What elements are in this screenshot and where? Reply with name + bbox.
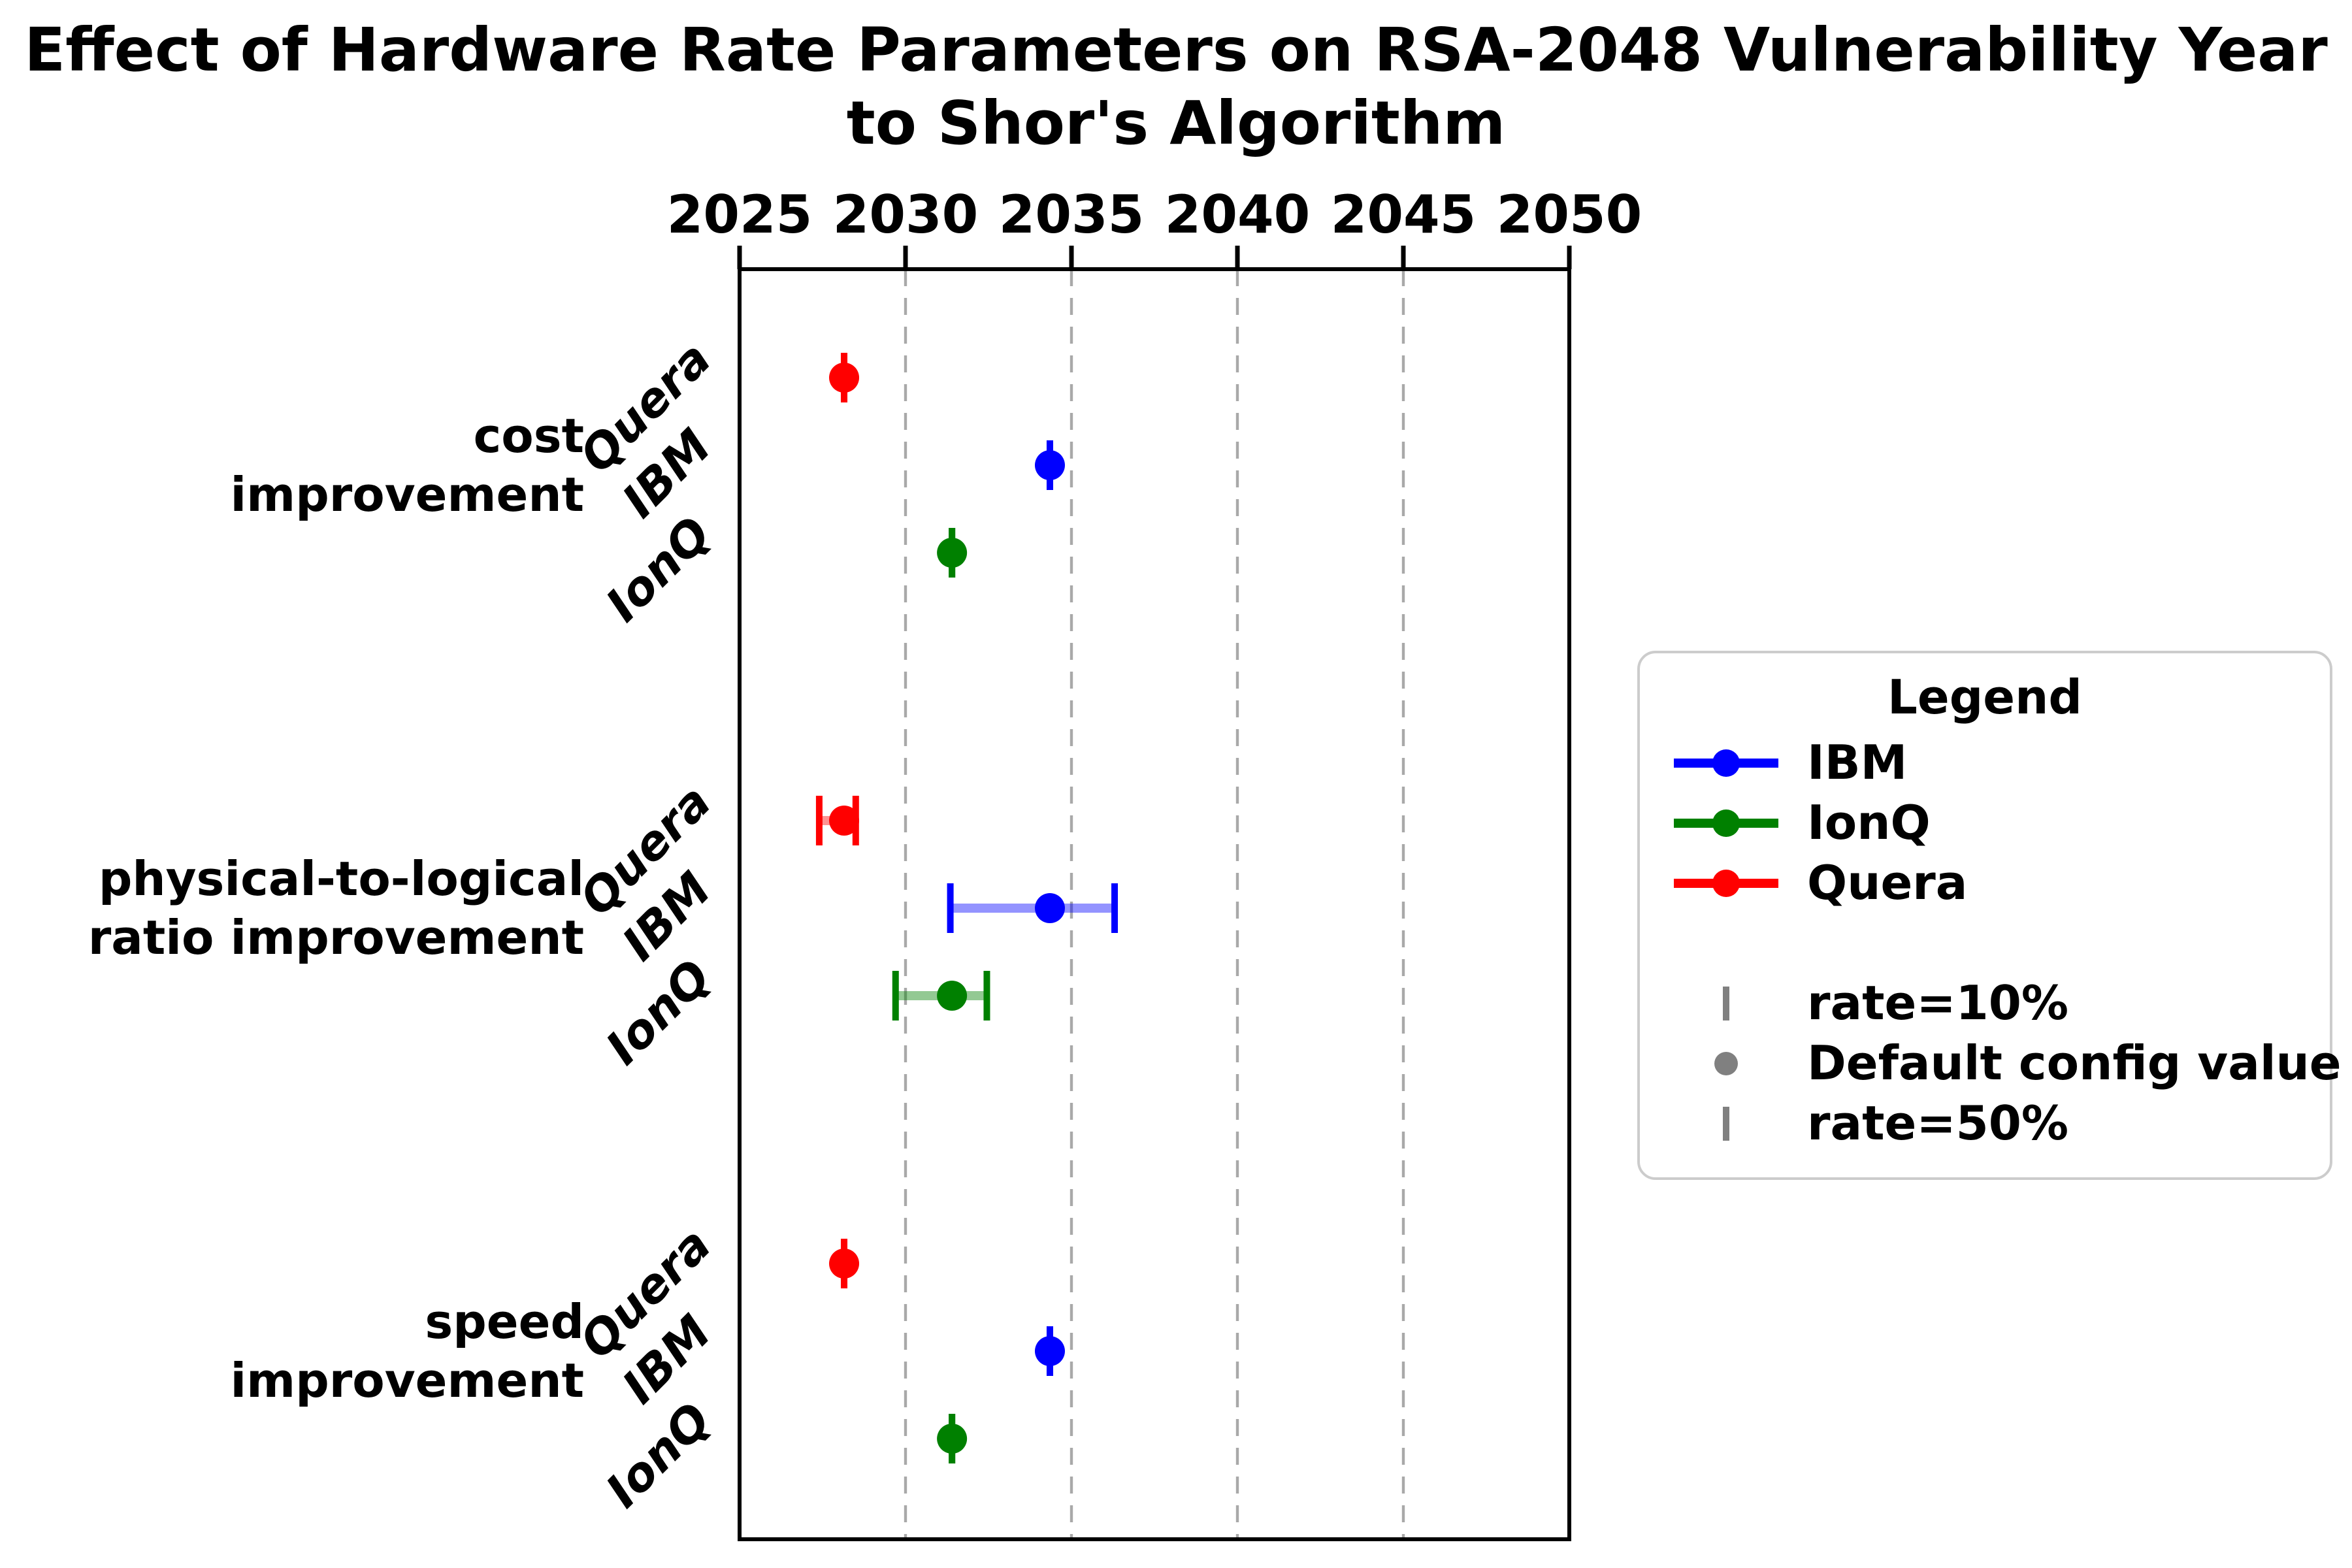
labels-layer: costimprovementQueraIBMIonQphysical-to-l… xyxy=(88,331,721,1518)
legend-ionq-dot xyxy=(1712,809,1740,837)
legend-ibm-label: IBM xyxy=(1807,736,1908,790)
legend-ionq-label: IonQ xyxy=(1807,796,1931,850)
legend: Legend IBM IonQ Quera rate=10% Default conf… xyxy=(1637,651,2342,1180)
legend-ibm-marker xyxy=(1663,737,1789,789)
data-point-cost-IBM xyxy=(1034,450,1065,480)
group-label-line: ratio improvement xyxy=(88,910,584,965)
legend-extra-2-row: rate=50% xyxy=(1663,1094,2306,1154)
legend-ionq-marker-icon xyxy=(1674,809,1778,837)
data-point-speed-Quera xyxy=(829,1249,860,1279)
data-point-speed-IBM xyxy=(1034,1336,1065,1366)
data-point-cost-IonQ xyxy=(937,538,968,568)
group-label-line: improvement xyxy=(230,467,584,522)
x-tick-label-2050: 2050 xyxy=(1497,184,1642,245)
legend-extra-0-marker-icon xyxy=(1723,987,1729,1021)
x-tick-label-2025: 2025 xyxy=(667,184,813,245)
x-tick-label-2030: 2030 xyxy=(833,184,979,245)
legend-quera-marker xyxy=(1663,857,1789,909)
legend-quera-marker-icon xyxy=(1674,870,1778,897)
legend-extra-1-marker-icon xyxy=(1714,1052,1738,1075)
legend-extra-1-dot xyxy=(1714,1052,1738,1075)
x-tick-label-2045: 2045 xyxy=(1331,184,1477,245)
legend-ibm-marker-icon xyxy=(1674,749,1778,777)
legend-extra-0-label: rate=10% xyxy=(1807,977,2069,1030)
legend-extras-list: rate=10% Default config value rate=50% xyxy=(1663,973,2342,1154)
vendor-tick-label-IonQ: IonQ xyxy=(595,949,721,1075)
x-tick-label-2035: 2035 xyxy=(999,184,1145,245)
legend-extra-2-marker xyxy=(1663,1098,1789,1150)
legend-title: Legend xyxy=(1887,672,2082,725)
data-point-physical-to-logical-Quera xyxy=(829,806,860,836)
legend-quera-dot xyxy=(1712,870,1740,897)
data-point-physical-to-logical-IonQ xyxy=(937,981,968,1011)
legend-extra-0-row: rate=10% xyxy=(1663,973,2306,1034)
legend-spacer xyxy=(1663,913,2306,973)
data-layer xyxy=(815,353,1119,1463)
axes-layer: 2025 2030 2035 2040 2045 2050 xyxy=(667,184,1642,1541)
vendor-tick-label-IonQ: IonQ xyxy=(595,506,721,632)
legend-extra-1-marker xyxy=(1663,1037,1789,1090)
legend-quera-row: Quera xyxy=(1663,853,2306,913)
legend-extra-0-marker xyxy=(1663,977,1789,1030)
data-point-speed-IonQ xyxy=(937,1424,968,1454)
legend-ibm-row: IBM xyxy=(1663,733,2306,793)
group-label-line: physical-to-logical xyxy=(99,851,584,906)
group-label-line: improvement xyxy=(230,1353,584,1408)
legend-ionq-row: IonQ xyxy=(1663,793,2306,853)
legend-quera-label: Quera xyxy=(1807,857,1968,910)
gridlines-layer xyxy=(904,269,1405,1539)
vendor-tick-label-IonQ: IonQ xyxy=(595,1392,721,1518)
chart-title-line1: Effect of Hardware Rate Parameters on RS… xyxy=(24,15,2328,85)
legend-extra-2-label: rate=50% xyxy=(1807,1097,2069,1151)
legend-series-list: IBM IonQ Quera xyxy=(1663,733,2306,913)
legend-ionq-marker xyxy=(1663,797,1789,849)
legend-extra-1-label: Default config value xyxy=(1807,1037,2342,1090)
data-point-physical-to-logical-IBM xyxy=(1034,893,1065,923)
plot-border xyxy=(738,267,1571,1541)
data-point-cost-Quera xyxy=(829,363,860,393)
legend-extra-2-marker-icon xyxy=(1723,1107,1729,1141)
group-label-line: cost xyxy=(474,408,584,463)
group-label-line: speed xyxy=(425,1294,584,1349)
legend-ibm-dot xyxy=(1712,749,1740,777)
x-tick-label-2040: 2040 xyxy=(1165,184,1311,245)
legend-extra-1-row: Default config value xyxy=(1663,1034,2342,1094)
chart-title-line2: to Shor's Algorithm xyxy=(847,88,1506,158)
